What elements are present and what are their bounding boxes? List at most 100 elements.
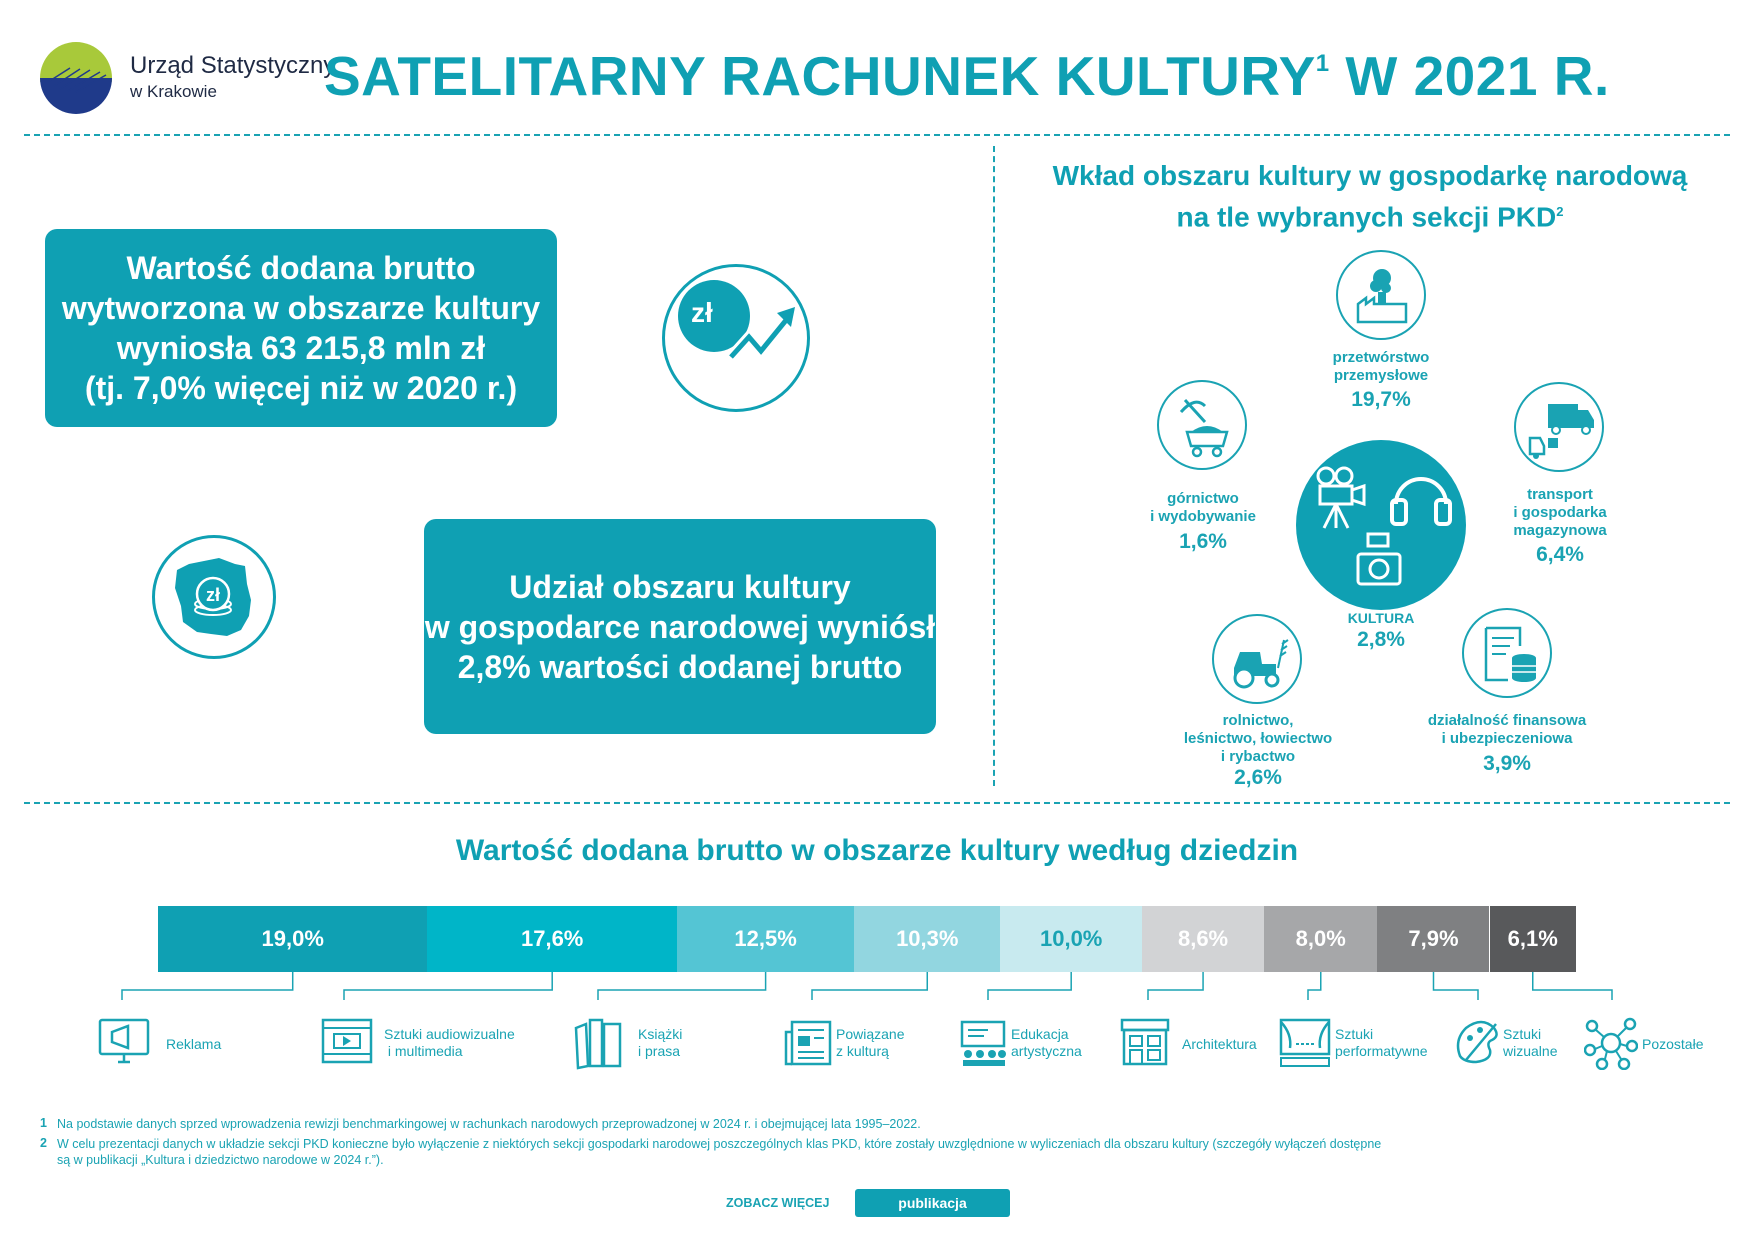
box2-line: w gospodarce narodowej wyniósł bbox=[424, 608, 936, 645]
label-line: i ubezpieczeniowa bbox=[1441, 730, 1573, 747]
legend-label-line: artystyczna bbox=[1011, 1043, 1082, 1059]
bar-connector-line bbox=[1532, 972, 1613, 1000]
megaphone-monitor-icon bbox=[98, 1018, 150, 1064]
culture-center-circle bbox=[1296, 440, 1466, 610]
agriculture-value: 2,6% bbox=[1234, 766, 1282, 789]
legend-label-line: i multimedia bbox=[384, 1043, 463, 1059]
label-line: magazynowa bbox=[1513, 522, 1607, 539]
factory-icon bbox=[1356, 269, 1408, 324]
mining-cart-icon bbox=[1179, 398, 1229, 458]
books-icon bbox=[574, 1018, 622, 1070]
finance-ring bbox=[1462, 608, 1552, 698]
label-line: i wydobywanie bbox=[1150, 508, 1256, 525]
legend-label-line: Sztuki bbox=[1503, 1026, 1542, 1042]
bar-segment: 12,5% bbox=[676, 906, 855, 972]
bar-segment-label: 7,9% bbox=[1408, 926, 1459, 951]
box1-line: wyniosła 63 215,8 mln zł bbox=[116, 330, 486, 366]
truck-forklift-icon bbox=[1528, 404, 1594, 459]
legend-label: Powiązane z kulturą bbox=[836, 1026, 905, 1060]
legend-label-line: Książki bbox=[638, 1026, 683, 1042]
manufacturing-value: 19,7% bbox=[1351, 388, 1411, 411]
box1-line: wytworzona w obszarze kultury bbox=[61, 290, 541, 326]
mining-value: 1,6% bbox=[1179, 530, 1227, 553]
label-line: leśnictwo, łowiectwo bbox=[1183, 730, 1333, 747]
label-line: przemysłowe bbox=[1333, 367, 1429, 384]
legend-label-line: Edukacja bbox=[1011, 1026, 1069, 1042]
legend-label-line: Pozostałe bbox=[1642, 1036, 1704, 1052]
bar-segment-label: 19,0% bbox=[261, 926, 324, 951]
finance-document-icon bbox=[1484, 626, 1536, 682]
bar-connector-line bbox=[343, 972, 553, 1000]
bar-segment: 7,9% bbox=[1377, 906, 1490, 972]
network-icon bbox=[1584, 1017, 1638, 1070]
label-line: rolnictwo, bbox=[1222, 712, 1294, 729]
pkd-title-line2: na tle wybranych sekcji PKD bbox=[1176, 201, 1557, 233]
legend-label: Książki i prasa bbox=[638, 1026, 682, 1060]
legend-label-line: wizualne bbox=[1503, 1043, 1558, 1059]
see-more-label: ZOBACZ WIĘCEJ bbox=[726, 1196, 830, 1210]
bar-segment-label: 12,5% bbox=[734, 926, 797, 951]
culture-label: KULTURA bbox=[1347, 610, 1415, 626]
pkd-section-title: Wkład obszaru kultury w gospodarkę narod… bbox=[1010, 158, 1730, 235]
bar-segment: 6,1% bbox=[1489, 906, 1576, 972]
legend-label-line: Reklama bbox=[166, 1036, 222, 1052]
bar-segment-label: 10,0% bbox=[1039, 926, 1103, 951]
box2-line: Udział obszaru kultury bbox=[509, 568, 851, 605]
label-line: przetwórstwo bbox=[1332, 349, 1430, 366]
legend-label: Architektura bbox=[1182, 1036, 1257, 1053]
currency-icon: zł bbox=[691, 297, 713, 328]
culture-value: 2,8% bbox=[1357, 628, 1405, 651]
poland-currency-icon: zł bbox=[206, 585, 220, 605]
transport-ring bbox=[1514, 382, 1604, 472]
headphones-icon bbox=[1390, 477, 1452, 526]
bar-section-title: Wartość dodana brutto w obszarze kultury… bbox=[455, 834, 1299, 867]
legend-label-line: performatywne bbox=[1335, 1043, 1428, 1059]
label-line: działalność finansowa bbox=[1427, 712, 1587, 729]
newspaper-icon bbox=[784, 1020, 832, 1066]
finance-label: działalność finansowa i ubezpieczeniowa bbox=[1402, 712, 1612, 748]
legend-label: Edukacja artystyczna bbox=[1011, 1026, 1082, 1060]
manufacturing-ring bbox=[1336, 250, 1426, 340]
box1-line: Wartość dodana brutto bbox=[126, 250, 476, 286]
logo-text-line1: Urząd Statystyczny bbox=[130, 52, 336, 79]
bar-segment-label: 6,1% bbox=[1507, 926, 1558, 951]
bar-connector-line bbox=[811, 972, 929, 1000]
camera-icon bbox=[1316, 466, 1366, 529]
box2-line: 2,8% wartości dodanej brutto bbox=[457, 648, 903, 685]
logo-text-line2: w Krakowie bbox=[130, 82, 217, 101]
logo-mark bbox=[40, 42, 112, 114]
bar-segment-label: 17,6% bbox=[520, 926, 584, 951]
legend-label: Reklama bbox=[166, 1036, 221, 1053]
label-line: górnictwo bbox=[1167, 490, 1239, 507]
poland-map-icon: zł bbox=[175, 558, 251, 636]
divider-top bbox=[24, 134, 1730, 136]
bar-connector-line bbox=[1432, 972, 1479, 1000]
divider-middle bbox=[24, 802, 1730, 804]
transport-value: 6,4% bbox=[1536, 543, 1584, 566]
photo-camera-icon bbox=[1356, 532, 1402, 586]
bar-connector-line bbox=[121, 972, 294, 1000]
legend-label: Sztuki wizualne bbox=[1503, 1026, 1557, 1060]
value-added-box: Wartość dodana brutto wytworzona w obsza… bbox=[45, 229, 557, 427]
publication-link-button[interactable]: publikacja bbox=[855, 1189, 1010, 1217]
label-line: i gospodarka bbox=[1513, 504, 1607, 521]
palette-icon bbox=[1456, 1020, 1498, 1064]
footnote-text: Na podstawie danych sprzed wprowadzenia … bbox=[57, 1117, 921, 1131]
growth-arrow-icon bbox=[726, 307, 795, 361]
bar-connector-line bbox=[1147, 972, 1204, 1000]
legend-label-line: Powiązane bbox=[836, 1026, 905, 1042]
finance-value: 3,9% bbox=[1483, 752, 1531, 775]
theater-stage-icon bbox=[1279, 1018, 1331, 1067]
legend-label: Sztuki audiowizualne i multimedia bbox=[384, 1026, 515, 1060]
bar-segment-label: 8,0% bbox=[1295, 926, 1346, 951]
divider-vertical bbox=[993, 146, 995, 786]
legend-label-line: Architektura bbox=[1182, 1036, 1257, 1052]
pkd-title-line1: Wkład obszaru kultury w gospodarkę narod… bbox=[1052, 160, 1688, 191]
manufacturing-label: przetwórstwo przemysłowe bbox=[1296, 349, 1466, 385]
box1-line: (tj. 7,0% więcej niż w 2020 r.) bbox=[84, 370, 518, 406]
legend-label-line: Sztuki bbox=[1335, 1026, 1374, 1042]
legend-label-line: i prasa bbox=[638, 1043, 681, 1059]
label-line: transport bbox=[1527, 486, 1593, 503]
mining-label: górnictwo i wydobywanie bbox=[1128, 490, 1278, 526]
